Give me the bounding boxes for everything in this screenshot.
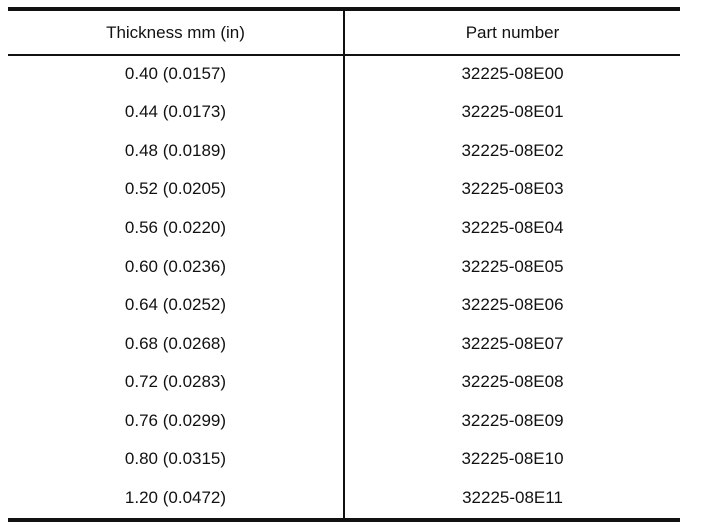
shim-thickness-table: Thickness mm (in) Part number 0.40 (0.01…: [8, 7, 680, 522]
thickness-cell: 0.80 (0.0315): [124, 449, 227, 468]
part-number-cell: 32225-08E04: [461, 218, 564, 237]
part-number-cell: 32225-08E00: [461, 64, 564, 83]
part-number-cell: 32225-08E09: [461, 411, 564, 430]
thickness-cell: 0.64 (0.0252): [124, 295, 227, 314]
part-number-cell: 32225-08E10: [461, 449, 564, 468]
part-number-cell: 32225-08E01: [461, 102, 564, 121]
column-divider: [343, 7, 345, 522]
thickness-cell: 0.68 (0.0268): [124, 334, 227, 353]
thickness-cell: 0.48 (0.0189): [124, 141, 227, 160]
part-number-cell: 32225-08E07: [461, 334, 564, 353]
part-number-cell: 32225-08E02: [461, 141, 564, 160]
thickness-cell: 0.56 (0.0220): [124, 218, 227, 237]
part-number-cell: 32225-08E05: [461, 257, 564, 276]
part-number-cell: 32225-08E06: [461, 295, 564, 314]
part-number-cell: 32225-08E11: [462, 488, 563, 507]
header-part-number: Part number: [465, 23, 560, 42]
part-number-cell: 32225-08E08: [461, 372, 564, 391]
thickness-cell: 1.20 (0.0472): [124, 488, 227, 507]
thickness-cell: 0.60 (0.0236): [124, 257, 227, 276]
thickness-cell: 0.52 (0.0205): [124, 179, 227, 198]
part-number-cell: 32225-08E03: [461, 179, 564, 198]
thickness-cell: 0.72 (0.0283): [124, 372, 227, 391]
thickness-cell: 0.40 (0.0157): [124, 64, 227, 83]
thickness-cell: 0.44 (0.0173): [124, 102, 227, 121]
thickness-cell: 0.76 (0.0299): [124, 411, 227, 430]
header-thickness: Thickness mm (in): [106, 23, 245, 42]
